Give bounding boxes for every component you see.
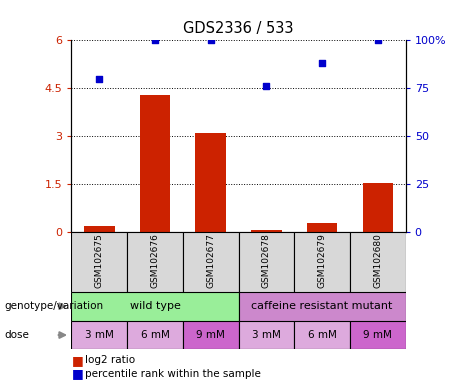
Bar [127,321,183,349]
Bar [140,95,170,232]
Bar [127,232,183,292]
Point [95,76,103,82]
Title: GDS2336 / 533: GDS2336 / 533 [183,22,294,36]
Bar [71,232,127,292]
Text: GSM102680: GSM102680 [373,233,382,288]
Text: wild type: wild type [130,301,180,311]
Text: ■: ■ [71,367,83,381]
Text: genotype/variation: genotype/variation [5,301,104,311]
Bar [238,321,294,349]
Bar [307,223,337,232]
Bar [195,133,226,232]
Text: GSM102677: GSM102677 [206,233,215,288]
Text: dose: dose [5,330,30,340]
Text: 3 mM: 3 mM [85,330,114,340]
Bar [71,292,239,321]
Text: GSM102675: GSM102675 [95,233,104,288]
Bar [294,232,350,292]
Text: caffeine resistant mutant: caffeine resistant mutant [251,301,393,311]
Point [374,37,382,43]
Point [151,37,159,43]
Bar [350,232,406,292]
Text: 6 mM: 6 mM [141,330,170,340]
Text: GSM102679: GSM102679 [318,233,327,288]
Point [207,37,214,43]
Bar [183,232,238,292]
Bar [251,230,282,232]
Point [319,60,326,66]
Text: GSM102676: GSM102676 [150,233,160,288]
Text: GSM102678: GSM102678 [262,233,271,288]
Bar [183,321,238,349]
Bar [238,292,406,321]
Point [263,83,270,89]
Text: 6 mM: 6 mM [307,330,337,340]
Bar [84,226,115,232]
Text: log2 ratio: log2 ratio [85,355,136,365]
Bar [238,232,294,292]
Bar [362,183,393,232]
Text: percentile rank within the sample: percentile rank within the sample [85,369,261,379]
Text: 3 mM: 3 mM [252,330,281,340]
Bar [350,321,406,349]
Text: 9 mM: 9 mM [363,330,392,340]
Text: 9 mM: 9 mM [196,330,225,340]
Bar [71,321,127,349]
Bar [294,321,350,349]
Text: ■: ■ [71,354,83,367]
